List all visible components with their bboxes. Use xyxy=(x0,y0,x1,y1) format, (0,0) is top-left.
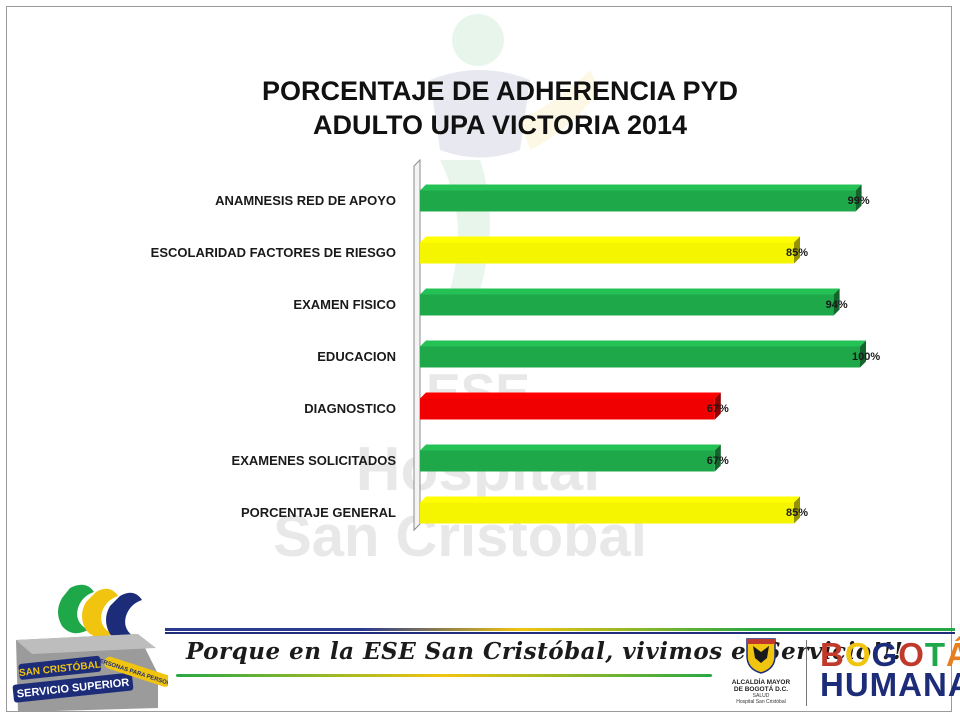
bar-side-face xyxy=(855,184,862,212)
value-label: 85% xyxy=(786,507,808,519)
bar-side-face xyxy=(794,496,800,524)
bar xyxy=(420,444,721,472)
bogota-humana-logo: BOGOTÁ HUMANA xyxy=(820,638,960,703)
bar xyxy=(420,236,800,264)
chart-title: PORCENTAJE DE ADHERENCIA PYD ADULTO UPA … xyxy=(150,74,850,142)
bar-front-face xyxy=(420,190,856,212)
ese-logo-mark-icon xyxy=(58,584,142,642)
bar xyxy=(420,288,840,316)
category-label: EDUCACION xyxy=(317,349,396,364)
bar-front-face xyxy=(420,450,715,472)
bogota-letter: B xyxy=(820,636,845,673)
chart-bars xyxy=(420,184,866,524)
bar-top-face xyxy=(420,236,800,243)
bar-top-face xyxy=(420,444,721,451)
value-label: 85% xyxy=(786,247,808,259)
bar-top-face xyxy=(420,496,800,503)
bogota-humana-line-2: HUMANA xyxy=(820,666,960,703)
category-label: PORCENTAJE GENERAL xyxy=(241,505,396,520)
chart-title-line-1: PORCENTAJE DE ADHERENCIA PYD xyxy=(261,76,739,106)
bar-top-face xyxy=(420,392,721,399)
bar-front-face xyxy=(420,346,860,368)
alcaldia-line-3: SALUD xyxy=(752,693,770,699)
value-label: 67% xyxy=(707,403,729,415)
category-label: ANAMNESIS RED DE APOYO xyxy=(215,193,396,208)
value-label: 99% xyxy=(848,195,870,207)
bar-side-face xyxy=(714,392,721,420)
chart-title-line-2: ADULTO UPA VICTORIA 2014 xyxy=(312,110,688,140)
bogota-coat-of-arms-icon xyxy=(746,638,776,674)
bar xyxy=(420,496,800,524)
bar-side-face xyxy=(860,340,866,368)
value-label: 94% xyxy=(826,299,848,311)
bogota-letter: O xyxy=(844,636,872,673)
ese-san-cristobal-logo: SAN CRISTÓBAL SERVICIO SUPERIOR "PERSONA… xyxy=(12,584,168,712)
slogan-underline xyxy=(176,674,712,677)
footer-rule xyxy=(165,628,955,634)
category-label: ESCOLARIDAD FACTORES DE RIESGO xyxy=(151,245,396,260)
bogota-letter: G xyxy=(871,636,899,673)
bar xyxy=(420,392,721,420)
bar-front-face xyxy=(420,242,794,264)
footer-separator xyxy=(806,640,807,706)
chart-axis xyxy=(413,158,421,532)
category-label: EXAMENES SOLICITADOS xyxy=(232,453,397,468)
category-label: EXAMEN FISICO xyxy=(293,297,396,312)
alcaldia-line-4: Hospital San Cristóbal xyxy=(736,699,786,705)
slide-frame xyxy=(6,6,952,712)
bar-front-face xyxy=(420,398,715,420)
chart-labels: ANAMNESIS RED DE APOYO 99% ESCOLARIDAD FAC… xyxy=(151,193,881,520)
bar-top-face xyxy=(420,184,862,191)
category-label: DIAGNOSTICO xyxy=(304,401,396,416)
bar-top-face xyxy=(420,340,866,347)
bar-side-face xyxy=(794,236,800,264)
chart-axis-wall xyxy=(413,158,421,532)
value-label: 67% xyxy=(707,455,729,467)
bar-front-face xyxy=(420,294,834,316)
alcaldia-logo: ALCALDÍA MAYOR DE BOGOTÁ D.C. SALUD Hosp… xyxy=(726,636,796,705)
alcaldia-line-1: ALCALDÍA MAYOR xyxy=(731,679,791,686)
bogota-letter: O xyxy=(898,636,925,673)
bar xyxy=(420,184,862,212)
bar-side-face xyxy=(714,444,721,472)
bar-top-face xyxy=(420,288,840,295)
bogota-letter: T xyxy=(924,636,947,673)
footer-slogan: Porque en la ESE San Cristóbal, vivimos … xyxy=(186,638,904,665)
bar-side-face xyxy=(833,288,840,316)
bogota-letter: Á xyxy=(946,636,960,673)
alcaldia-line-2: DE BOGOTÁ D.C. xyxy=(733,686,789,693)
value-label: 100% xyxy=(852,351,880,363)
bar-front-face xyxy=(420,502,794,524)
bar xyxy=(420,340,866,368)
bogota-humana-line-1: BOGOTÁ xyxy=(820,638,960,671)
